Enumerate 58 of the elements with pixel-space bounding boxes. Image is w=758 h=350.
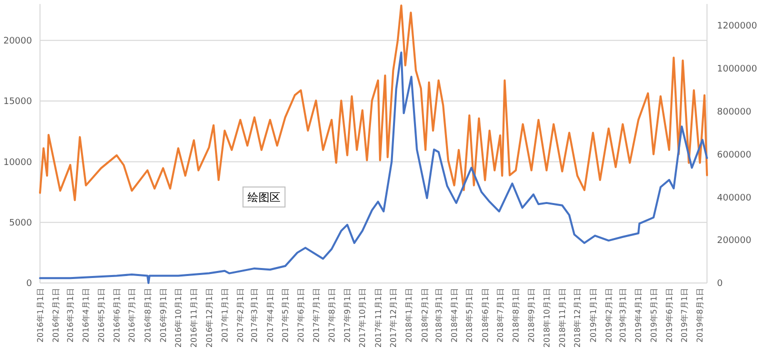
x-tick-label: 2017年6月1日	[296, 288, 306, 343]
x-tick-label: 2018年6月1日	[480, 288, 490, 343]
y2-tick-label: 400000	[717, 193, 752, 204]
x-tick-label: 2017年8月1日	[327, 288, 336, 343]
x-tick-label: 2016年1月1日	[36, 288, 45, 343]
x-tick-label: 2017年10月1日	[358, 288, 368, 348]
x-tick-label: 2016年3月1日	[66, 288, 76, 343]
y-tick-label: 15000	[3, 97, 32, 108]
x-tick-label: 2019年2月1日	[604, 288, 614, 343]
x-tick-label: 2017年12月1日	[388, 288, 398, 348]
x-tick-label: 2018年3月1日	[434, 288, 444, 343]
x-tick-label: 2017年11月1日	[374, 288, 383, 348]
x-tick-label: 2017年7月1日	[312, 288, 321, 343]
y-tick-label: 20000	[3, 36, 32, 47]
x-tick-label: 2018年1月1日	[404, 288, 414, 343]
x-tick-label: 2019年4月1日	[634, 288, 644, 343]
x-tick-label: 2016年9月1日	[158, 288, 168, 343]
line-series	[39, 4, 708, 202]
y-tick-label: 0	[26, 279, 32, 290]
x-tick-label: 2019年1月1日	[588, 288, 598, 343]
x-tick-label: 2017年4月1日	[266, 288, 275, 343]
x-tick-label: 2018年8月1日	[512, 288, 521, 343]
x-tick-label: 2016年5月1日	[96, 288, 106, 343]
x-tick-label: 2018年7月1日	[496, 288, 505, 343]
annotation: 绘图区	[248, 190, 280, 204]
x-tick-label: 2019年8月1日	[696, 288, 705, 343]
x-tick-label: 2019年6月1日	[664, 288, 674, 343]
x-tick-label: 2017年3月1日	[250, 288, 260, 343]
x-tick-label: 2016年4月1日	[82, 288, 91, 343]
x-tick-label: 2018年11月1日	[558, 288, 567, 348]
x-tick-label: 2016年12月1日	[204, 288, 214, 348]
x-tick-label: 2016年6月1日	[112, 288, 122, 343]
x-tick-label: 2016年2月1日	[51, 288, 60, 343]
x-tick-label: 2017年1月1日	[220, 288, 230, 343]
y2-tick-label: 600000	[717, 150, 752, 160]
x-tick-label: 2016年11月1日	[190, 288, 199, 348]
y-tick-label: 5000	[9, 218, 32, 228]
x-tick-label: 2016年8月1日	[143, 288, 152, 343]
x-tick-label: 2018年2月1日	[420, 288, 430, 343]
y2-tick-label: 800000	[717, 107, 752, 118]
x-tick-label: 2018年12月1日	[573, 288, 582, 348]
x-tick-label: 2017年9月1日	[343, 288, 352, 343]
x-tick-label: 2018年10月1日	[542, 288, 552, 348]
x-tick-label: 2018年4月1日	[450, 288, 460, 343]
x-tick-label: 2019年5月1日	[649, 288, 658, 343]
x-tick-label: 2016年7月1日	[128, 288, 137, 343]
y2-tick-label: 1200000	[717, 22, 758, 32]
x-tick-label: 2017年2月1日	[236, 288, 246, 343]
y-tick-label: 10000	[3, 158, 32, 168]
y2-tick-label: 1000000	[717, 64, 758, 75]
x-tick-label: 2019年7月1日	[680, 288, 690, 343]
x-tick-label: 2017年5月1日	[281, 288, 290, 343]
y2-tick-label: 200000	[717, 236, 752, 246]
x-tick-label: 2018年9月1日	[527, 288, 536, 343]
y2-tick-label: 0	[717, 279, 723, 290]
x-tick-label: 2018年5月1日	[465, 288, 474, 343]
x-tick-label: 2019年3月1日	[618, 288, 628, 343]
x-tick-label: 2016年10月1日	[174, 288, 184, 348]
